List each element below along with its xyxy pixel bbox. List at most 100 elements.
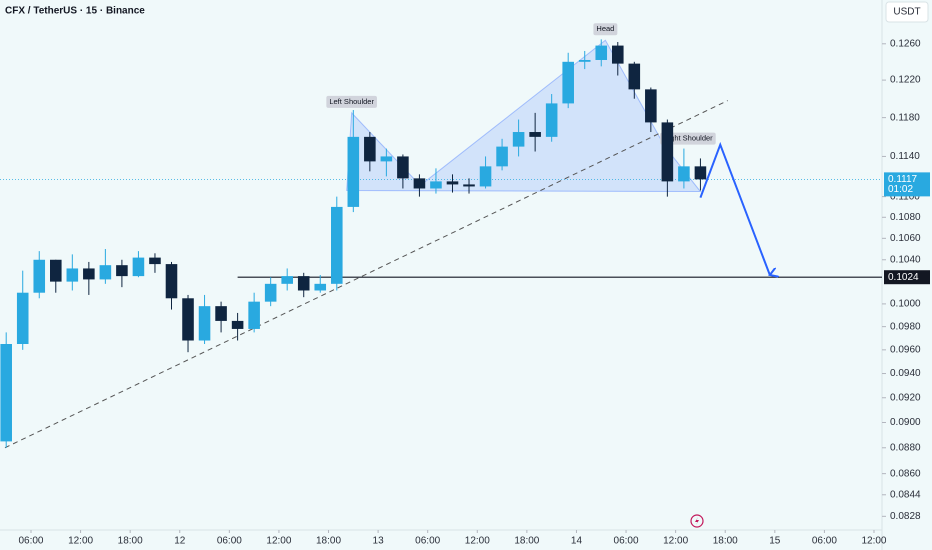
level-label-box <box>884 270 930 285</box>
x-tick-label: 15 <box>769 536 781 547</box>
candle-body <box>661 122 674 182</box>
y-tick-label: 0.1180 <box>890 112 920 123</box>
pattern-label-text: Head <box>596 24 614 33</box>
candle-body <box>281 276 293 284</box>
y-tick-label: 0.0960 <box>890 344 921 355</box>
x-tick-label: 18:00 <box>713 536 738 547</box>
y-tick-label: 0.0920 <box>890 392 921 403</box>
countdown-label: 01:02 <box>888 184 913 195</box>
x-tick-label: 06:00 <box>415 536 440 547</box>
y-tick-label: 0.1080 <box>890 212 921 223</box>
x-tick-label: 18:00 <box>118 536 143 547</box>
x-tick-label: 06:00 <box>217 536 242 547</box>
candle-body <box>198 306 211 341</box>
candle-body <box>182 298 194 341</box>
candle-body <box>380 156 393 162</box>
x-tick-label: 06:00 <box>614 536 639 547</box>
x-tick-label: 13 <box>373 536 385 547</box>
event-icon[interactable] <box>690 514 704 528</box>
candle-body <box>512 132 525 147</box>
candle-body <box>0 344 12 442</box>
candle-body <box>132 257 145 277</box>
last-price-label: 0.1117 <box>888 174 918 185</box>
candle-body <box>347 136 360 207</box>
y-tick-label: 0.1260 <box>890 38 921 49</box>
y-tick-label: 0.0900 <box>890 417 921 428</box>
candle-body <box>628 63 641 90</box>
candle-body <box>545 103 558 137</box>
candle-body <box>83 268 95 280</box>
pattern-label-box <box>660 132 716 145</box>
candle-body <box>149 257 161 265</box>
pattern-label: Right Shoulder <box>660 132 716 145</box>
x-tick-label: 06:00 <box>812 536 837 547</box>
y-tick-label: 0.0940 <box>890 368 921 379</box>
candle-body <box>678 166 690 182</box>
last-price-box <box>884 172 930 197</box>
candle-body <box>231 320 244 329</box>
x-tick-label: 12:00 <box>266 536 291 547</box>
y-tick-label: 0.0844 <box>890 489 921 500</box>
x-tick-label: 12:00 <box>465 536 490 547</box>
candle-body <box>479 166 492 187</box>
x-tick-label: 12:00 <box>68 536 93 547</box>
candle-body <box>314 283 327 291</box>
unit-label: USDT <box>893 7 920 18</box>
x-tick-label: 12 <box>174 536 186 547</box>
x-tick-label: 14 <box>571 536 583 547</box>
x-tick-label: 12:00 <box>861 536 886 547</box>
pattern-label: Left Shoulder <box>326 95 377 108</box>
candle-body <box>264 283 277 302</box>
candle-body <box>297 276 310 291</box>
y-tick-label: 0.1040 <box>890 254 921 265</box>
candle-body <box>248 301 260 329</box>
candle-body <box>446 181 459 185</box>
y-tick-label: 0.0980 <box>890 321 921 332</box>
x-tick-label: 18:00 <box>316 536 341 547</box>
y-tick-label: 0.0828 <box>890 511 921 522</box>
pattern-label-text: Left Shoulder <box>329 97 374 106</box>
y-tick-label: 0.1060 <box>890 233 921 244</box>
pattern-label-text: Right Shoulder <box>663 134 713 143</box>
pattern-label: Head <box>593 23 618 36</box>
candle-body <box>165 264 178 299</box>
trendline <box>4 100 728 449</box>
candle-body <box>430 181 442 189</box>
chart-title: CFX / TetherUS · 15 · Binance <box>5 6 145 17</box>
candle-body <box>496 146 508 167</box>
candle-body <box>33 259 46 293</box>
candle-body <box>99 265 112 280</box>
y-tick-label: 0.1000 <box>890 299 921 310</box>
y-tick-label: 0.1220 <box>890 75 921 86</box>
plot-area: Left Shoulder Head Right Shoulder <box>0 23 882 449</box>
pattern-label-box <box>326 95 377 108</box>
y-tick-label: 0.1140 <box>890 151 920 162</box>
candle-body <box>330 206 343 284</box>
candle-body <box>50 259 62 282</box>
candle-body <box>694 166 707 180</box>
y-tick-label: 0.1100 <box>890 191 920 202</box>
y-tick-label: 0.0860 <box>890 468 921 479</box>
candle-body <box>595 45 608 60</box>
x-tick-label: 12:00 <box>663 536 688 547</box>
y-tick-label: 0.0880 <box>890 442 921 453</box>
candle-body <box>645 89 657 123</box>
pattern-label-box <box>593 23 618 36</box>
unit-box[interactable] <box>885 1 929 23</box>
candle-body <box>529 132 541 137</box>
pattern-area <box>346 39 702 193</box>
candle-body <box>463 184 475 187</box>
candle-body <box>397 156 409 179</box>
candle-body <box>16 292 29 345</box>
candle-body <box>116 265 128 277</box>
level-label: 0.1024 <box>888 272 919 283</box>
candle-body <box>413 178 426 189</box>
candle-body <box>66 268 79 282</box>
x-tick-label: 18:00 <box>514 536 539 547</box>
x-tick-label: 06:00 <box>18 536 43 547</box>
candle-body <box>215 306 227 321</box>
candle-body <box>611 45 624 64</box>
candle-body <box>364 136 376 162</box>
candle-body <box>578 59 591 62</box>
